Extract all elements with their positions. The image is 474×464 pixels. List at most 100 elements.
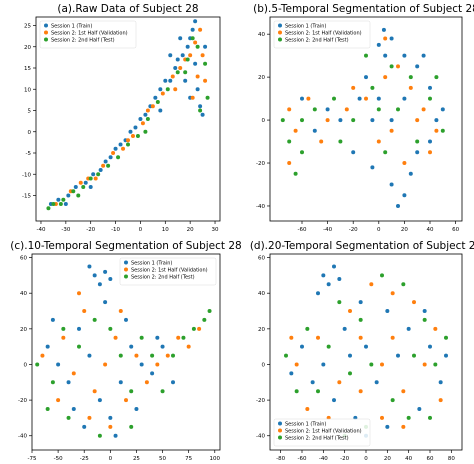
data-point <box>45 344 50 349</box>
scatter-points <box>280 27 445 208</box>
data-point <box>338 139 343 144</box>
panel-a: (a).Raw Data of Subject 28 -40 -30 -20 -10 0 1… <box>22 3 221 233</box>
data-point <box>428 139 432 144</box>
legend-entry: Session 1 (Train) <box>131 261 172 267</box>
data-point <box>344 107 349 112</box>
data-point <box>178 66 183 70</box>
data-point <box>66 415 71 420</box>
data-point <box>97 282 102 287</box>
data-point <box>422 309 427 314</box>
data-point <box>369 282 374 287</box>
data-point <box>389 182 394 187</box>
data-point <box>438 398 443 403</box>
legend-box <box>273 418 371 447</box>
data-point <box>412 353 416 358</box>
legend: Session 1 (Train)Session 2: 1st Half (Va… <box>119 257 217 286</box>
panel-b: (b).5-Temporal Segmentation of Subject 2… <box>253 3 474 233</box>
legend-box <box>273 20 371 49</box>
data-point <box>128 129 133 134</box>
data-point <box>408 171 413 176</box>
data-point <box>71 407 76 412</box>
data-point <box>376 42 381 47</box>
data-point <box>351 118 356 123</box>
data-point <box>186 344 191 349</box>
data-point <box>124 317 128 322</box>
data-point <box>193 40 198 45</box>
data-point <box>198 108 203 113</box>
data-point <box>88 185 93 189</box>
data-point <box>51 202 56 206</box>
y-tick-label: 60 <box>20 256 27 262</box>
data-point <box>401 282 406 287</box>
data-point <box>203 61 208 66</box>
data-point <box>160 91 165 96</box>
data-point <box>76 193 81 198</box>
data-point <box>417 407 422 412</box>
data-point <box>376 139 381 144</box>
legend-entry: Session 2: 2nd Half (Test) <box>285 38 349 44</box>
x-tick-label: -60 <box>298 456 307 462</box>
data-point <box>444 353 448 358</box>
x-tick-label: 20 <box>401 227 408 233</box>
data-point <box>428 150 432 155</box>
data-point <box>415 139 420 144</box>
data-point <box>422 362 427 367</box>
data-point <box>406 415 411 420</box>
data-point <box>321 273 326 278</box>
legend-entry: Session 1 (Train) <box>285 422 326 428</box>
data-point <box>348 353 352 358</box>
data-point <box>160 389 165 394</box>
data-point <box>188 53 193 58</box>
data-point <box>92 389 97 394</box>
data-point <box>155 100 160 104</box>
data-point <box>370 85 375 90</box>
data-point <box>316 335 320 340</box>
legend-marker <box>124 267 128 272</box>
data-point <box>383 75 388 80</box>
data-point <box>433 326 438 331</box>
data-point <box>428 85 432 90</box>
data-point <box>338 118 343 123</box>
x-tick-label: 40 <box>427 227 434 233</box>
data-point <box>401 389 406 394</box>
data-point <box>380 273 384 278</box>
legend: Session 1 (Train)Session 2: 1st Half (Va… <box>39 20 137 49</box>
x-tick-label: 75 <box>185 456 192 462</box>
x-tick-label: -30 <box>61 227 70 233</box>
data-point <box>421 53 426 58</box>
y-tick-label: 0 <box>28 130 32 136</box>
data-point <box>138 117 143 121</box>
data-point <box>92 273 97 278</box>
data-point <box>434 118 439 123</box>
panel-d: (d).20-Temporal Segmentation of Subject … <box>250 240 474 462</box>
data-point <box>83 180 88 185</box>
data-point <box>193 19 198 24</box>
data-point <box>108 424 113 429</box>
data-point <box>369 362 374 367</box>
data-point <box>153 95 158 100</box>
data-point <box>396 64 400 69</box>
legend-entry: Session 2: 2nd Half (Test) <box>51 38 115 44</box>
data-point <box>316 389 320 394</box>
data-point <box>118 309 123 314</box>
legend-marker <box>44 37 48 42</box>
data-point <box>294 389 299 394</box>
data-point <box>440 107 445 112</box>
y-tick-label: -40 <box>256 204 265 210</box>
data-point <box>56 398 61 403</box>
data-point <box>319 139 324 144</box>
legend: Session 1 (Train)Session 2: 1st Half (Va… <box>273 20 371 49</box>
data-point <box>77 344 81 349</box>
data-point <box>358 335 363 340</box>
data-point <box>337 300 342 305</box>
legend-marker <box>278 37 282 42</box>
data-point <box>195 74 200 79</box>
axes-frame <box>269 16 463 222</box>
data-point <box>195 44 200 49</box>
scatter-points <box>46 19 210 211</box>
data-point <box>170 74 175 79</box>
legend-marker <box>124 274 128 279</box>
data-point <box>129 344 134 349</box>
data-point <box>163 78 168 83</box>
